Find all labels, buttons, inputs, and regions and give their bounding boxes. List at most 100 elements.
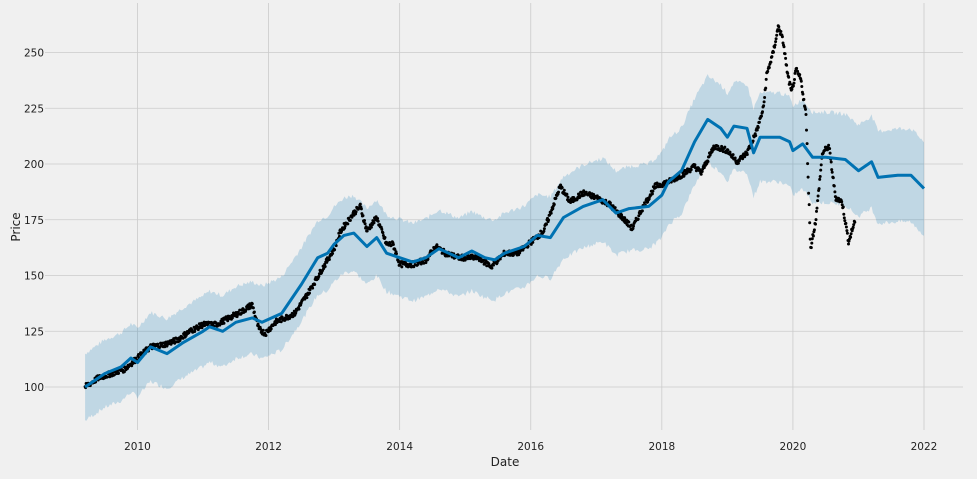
y-tick-label: 125 — [24, 326, 44, 338]
actual-point — [376, 219, 380, 223]
actual-point — [840, 200, 844, 204]
actual-point — [845, 231, 849, 235]
x-tick-label: 2014 — [386, 441, 413, 453]
actual-point — [805, 142, 809, 146]
actual-point — [762, 104, 766, 108]
actual-point — [560, 186, 564, 190]
actual-point — [333, 248, 337, 252]
actual-point — [424, 261, 428, 265]
x-tick-label: 2010 — [124, 441, 151, 453]
actual-point — [849, 235, 853, 239]
actual-point — [250, 302, 254, 306]
yhat-line — [84, 117, 926, 389]
actual-point — [706, 160, 710, 163]
actual-point — [760, 114, 763, 118]
actual-point — [636, 217, 640, 221]
actual-point — [843, 219, 847, 223]
actual-point — [331, 252, 335, 255]
actual-point — [766, 69, 770, 73]
actual-point — [358, 202, 362, 206]
uncertainty-band-area — [85, 74, 925, 421]
actual-point — [363, 222, 367, 226]
actual-point — [782, 45, 786, 49]
x-axis-label: Date — [491, 455, 520, 469]
actual-point — [723, 145, 727, 149]
actual-point — [117, 371, 121, 375]
actual-point — [800, 85, 804, 88]
actual-point — [786, 71, 790, 75]
actual-point — [799, 79, 803, 83]
actual-point — [305, 296, 309, 300]
actual-point — [156, 342, 160, 346]
actual-point — [323, 265, 327, 268]
x-tick-label: 2016 — [517, 441, 544, 453]
y-tick-label: 175 — [24, 215, 44, 227]
actual-point — [122, 370, 126, 374]
actual-point — [650, 192, 654, 196]
actual-point — [565, 192, 569, 196]
actual-point — [828, 151, 832, 155]
actual-point — [819, 163, 823, 167]
actual-point — [847, 242, 850, 246]
actual-point — [808, 221, 812, 225]
forecast-line — [84, 117, 926, 389]
actual-point — [273, 323, 277, 327]
actual-point — [736, 161, 740, 165]
actual-point — [308, 291, 311, 295]
actual-point — [764, 86, 768, 90]
actual-point — [769, 60, 773, 64]
actual-point — [852, 223, 856, 227]
actual-point — [831, 176, 835, 180]
actual-point — [779, 30, 783, 33]
actual-point — [608, 201, 612, 205]
actual-point — [812, 228, 816, 232]
actual-point — [764, 77, 768, 81]
actual-point — [842, 212, 846, 216]
actual-point — [311, 286, 315, 290]
actual-point — [795, 66, 799, 70]
actual-point — [806, 162, 810, 166]
actual-point — [566, 195, 570, 199]
actual-point — [105, 375, 109, 379]
actual-point — [613, 206, 617, 210]
actual-point — [700, 170, 704, 173]
actual-point — [490, 266, 494, 270]
actual-point — [551, 207, 555, 211]
actual-point — [842, 216, 846, 220]
actual-point — [264, 334, 268, 337]
actual-point — [844, 225, 848, 229]
actual-point — [547, 218, 551, 222]
actual-point — [720, 144, 724, 148]
actual-point — [549, 211, 553, 215]
actual-point — [400, 265, 404, 269]
actual-point — [595, 194, 599, 198]
actual-point — [496, 259, 500, 263]
actual-point — [845, 229, 849, 233]
actual-point — [804, 107, 807, 111]
actual-point — [562, 188, 566, 192]
actual-point — [840, 203, 844, 207]
actual-point — [251, 306, 255, 310]
actual-point — [763, 96, 767, 99]
actual-point — [416, 262, 420, 266]
actual-point — [313, 283, 317, 286]
actual-point — [261, 328, 265, 332]
actual-point — [788, 82, 792, 86]
actual-point — [552, 203, 556, 206]
actual-point — [222, 321, 226, 325]
actual-point — [365, 229, 369, 233]
actual-point — [391, 243, 395, 246]
actual-point — [647, 197, 651, 201]
actual-point — [817, 187, 821, 191]
actual-point — [784, 56, 788, 60]
actual-point — [372, 221, 376, 225]
actual-point — [435, 243, 439, 247]
x-tick-label: 2018 — [648, 441, 675, 453]
actual-point — [780, 35, 784, 39]
grid — [45, 3, 963, 430]
actual-point — [269, 327, 273, 331]
actual-point — [363, 219, 366, 222]
actual-point — [728, 150, 732, 154]
actual-point — [640, 209, 644, 213]
